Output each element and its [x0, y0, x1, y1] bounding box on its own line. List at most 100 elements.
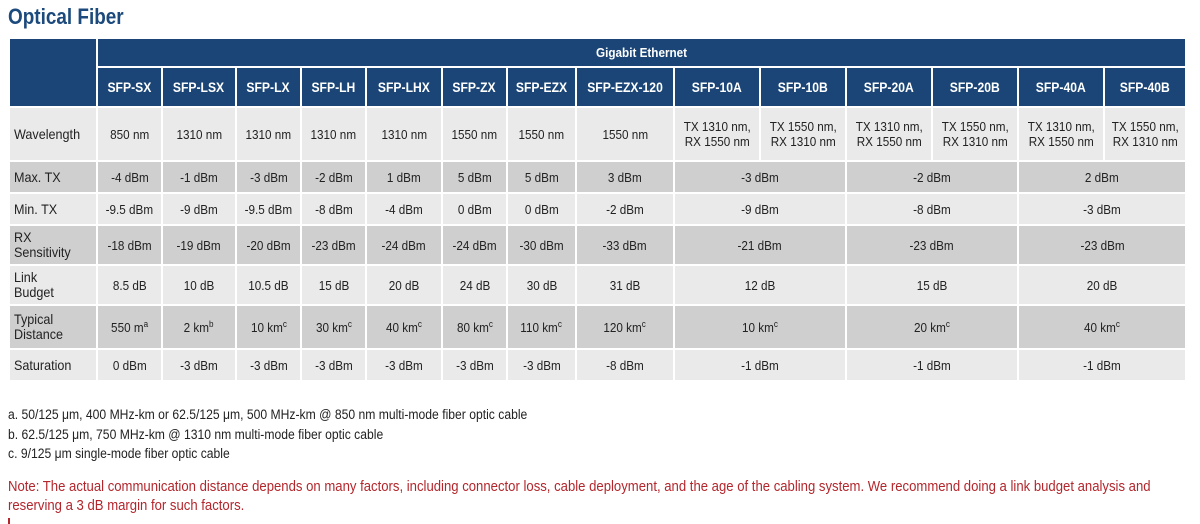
- table-cell: -1 dBm: [1019, 350, 1186, 380]
- table-cell: 2 dBm: [1019, 162, 1186, 192]
- table-cell: -8 dBm: [302, 194, 365, 224]
- table-cell: -21 dBm: [675, 226, 845, 264]
- footnote-c: c. 9/125 μm single-mode fiber optic cabl…: [8, 446, 230, 461]
- table-cell: -9.5 dBm: [98, 194, 161, 224]
- table-cell: 10 dB: [163, 266, 235, 304]
- table-cell: 1310 nm: [163, 108, 235, 160]
- table-cell: 8.5 dB: [98, 266, 161, 304]
- table-cell: -3 dBm: [675, 162, 845, 192]
- table-cell: -23 dBm: [1019, 226, 1186, 264]
- table-cell: 40 kmc: [367, 306, 441, 348]
- footnote-marker: a: [143, 318, 149, 329]
- table-cell: -8 dBm: [847, 194, 1017, 224]
- table-cell: 1550 nm: [443, 108, 506, 160]
- table-cell: 1 dBm: [367, 162, 441, 192]
- footnote-a: a. 50/125 μm, 400 MHz-km or 62.5/125 μm,…: [8, 407, 528, 422]
- table-cell: 120 kmc: [577, 306, 673, 348]
- column-header-sfp-10b: SFP-10B: [761, 68, 845, 106]
- table-cell: 10 kmc: [675, 306, 845, 348]
- table-cell: 1310 nm: [302, 108, 365, 160]
- table-cell: 24 dB: [443, 266, 506, 304]
- row-label: Max. TX: [10, 162, 96, 192]
- table-cell: 20 dB: [1019, 266, 1186, 304]
- table-cell: -1 dBm: [163, 162, 235, 192]
- table-cell: 3 dBm: [577, 162, 673, 192]
- table-cell: TX 1550 nm, RX 1310 nm: [1105, 108, 1186, 160]
- table-cell: -3 dBm: [237, 350, 300, 380]
- table-cell: -4 dBm: [98, 162, 161, 192]
- table-cell: 20 dB: [367, 266, 441, 304]
- table-cell: 30 kmc: [302, 306, 365, 348]
- table-cell: -2 dBm: [847, 162, 1017, 192]
- table-cell: TX 1550 nm, RX 1310 nm: [761, 108, 845, 160]
- column-header-sfp-ezx-120: SFP-EZX-120: [577, 68, 673, 106]
- footnote-marker: c: [558, 318, 563, 329]
- column-header-sfp-lh: SFP-LH: [302, 68, 365, 106]
- row-label: Saturation: [10, 350, 96, 380]
- table-cell: -24 dBm: [443, 226, 506, 264]
- table-cell: -3 dBm: [237, 162, 300, 192]
- table-cell: 5 dBm: [443, 162, 506, 192]
- footnote-marker: c: [642, 318, 647, 329]
- table-cell: 12 dB: [675, 266, 845, 304]
- row-label: RX Sensitivity: [10, 226, 96, 264]
- column-header-row: SFP-SX SFP-LSX SFP-LX SFP-LH SFP-LHX SFP-ZX SF…: [10, 68, 1186, 106]
- footnote-marker: c: [945, 318, 950, 329]
- table-cell: -1 dBm: [675, 350, 845, 380]
- table-cell: 1550 nm: [508, 108, 575, 160]
- table-cell: -3 dBm: [367, 350, 441, 380]
- column-header-sfp-zx: SFP-ZX: [443, 68, 506, 106]
- table-cell: -2 dBm: [577, 194, 673, 224]
- table-cell: 550 ma: [98, 306, 161, 348]
- footnotes: a. 50/125 μm, 400 MHz-km or 62.5/125 μm,…: [8, 405, 585, 464]
- table-cell: 31 dB: [577, 266, 673, 304]
- table-cell: 1550 nm: [577, 108, 673, 160]
- table-cell: 15 dB: [302, 266, 365, 304]
- table-cell: 40 kmc: [1019, 306, 1186, 348]
- table-cell: 10.5 dB: [237, 266, 300, 304]
- table-corner-cell: [10, 39, 96, 106]
- column-header-sfp-lx: SFP-LX: [237, 68, 300, 106]
- table-cell: 10 kmc: [237, 306, 300, 348]
- table-row: Min. TX -9.5 dBm -9 dBm -9.5 dBm -8 dBm -4 dB…: [10, 194, 1186, 224]
- column-header-sfp-20b: SFP-20B: [933, 68, 1017, 106]
- table-cell: 110 kmc: [508, 306, 575, 348]
- column-header-sfp-sx: SFP-SX: [98, 68, 161, 106]
- table-cell: -4 dBm: [367, 194, 441, 224]
- column-header-sfp-40a: SFP-40A: [1019, 68, 1103, 106]
- column-header-sfp-10a: SFP-10A: [675, 68, 759, 106]
- table-cell: TX 1310 nm, RX 1550 nm: [675, 108, 759, 160]
- table-cell: -18 dBm: [98, 226, 161, 264]
- table-row: Link Budget 8.5 dB 10 dB 10.5 dB 15 dB 20 dB 24…: [10, 266, 1186, 304]
- column-header-sfp-lsx: SFP-LSX: [163, 68, 235, 106]
- distance-note-text: Note: The actual communication distance …: [8, 479, 1151, 514]
- table-cell: 80 kmc: [443, 306, 506, 348]
- table-cell: 1310 nm: [367, 108, 441, 160]
- table-cell: 5 dBm: [508, 162, 575, 192]
- table-cell: -1 dBm: [847, 350, 1017, 380]
- table-cell: 0 dBm: [443, 194, 506, 224]
- footnote-marker: b: [209, 318, 214, 329]
- footnote-b: b. 62.5/125 μm, 750 MHz-km @ 1310 nm mul…: [8, 426, 384, 442]
- row-label: Typical Distance: [10, 306, 96, 348]
- table-cell: 850 nm: [98, 108, 161, 160]
- table-cell: -9.5 dBm: [237, 194, 300, 224]
- table-cell: -8 dBm: [577, 350, 673, 380]
- table-cell: -30 dBm: [508, 226, 575, 264]
- table-cell: -33 dBm: [577, 226, 673, 264]
- table-body: Wavelength 850 nm 1310 nm 1310 nm 1310 nm 131…: [10, 108, 1186, 380]
- footnote-marker: c: [773, 318, 778, 329]
- page-title: Optical Fiber: [8, 4, 124, 29]
- group-header: Gigabit Ethernet: [98, 39, 1186, 66]
- table-cell: -3 dBm: [508, 350, 575, 380]
- distance-note: Note: The actual communication distance …: [8, 478, 1198, 516]
- footnote-marker: c: [1115, 318, 1121, 329]
- table-cell: TX 1550 nm, RX 1310 nm: [933, 108, 1017, 160]
- table-cell: -3 dBm: [1019, 194, 1186, 224]
- table-cell: 15 dB: [847, 266, 1017, 304]
- table-cell: 2 kmb: [163, 306, 235, 348]
- table-cell: TX 1310 nm, RX 1550 nm: [1019, 108, 1103, 160]
- table-cell: 0 dBm: [98, 350, 161, 380]
- footnote-marker: c: [282, 318, 287, 329]
- row-label: Min. TX: [10, 194, 96, 224]
